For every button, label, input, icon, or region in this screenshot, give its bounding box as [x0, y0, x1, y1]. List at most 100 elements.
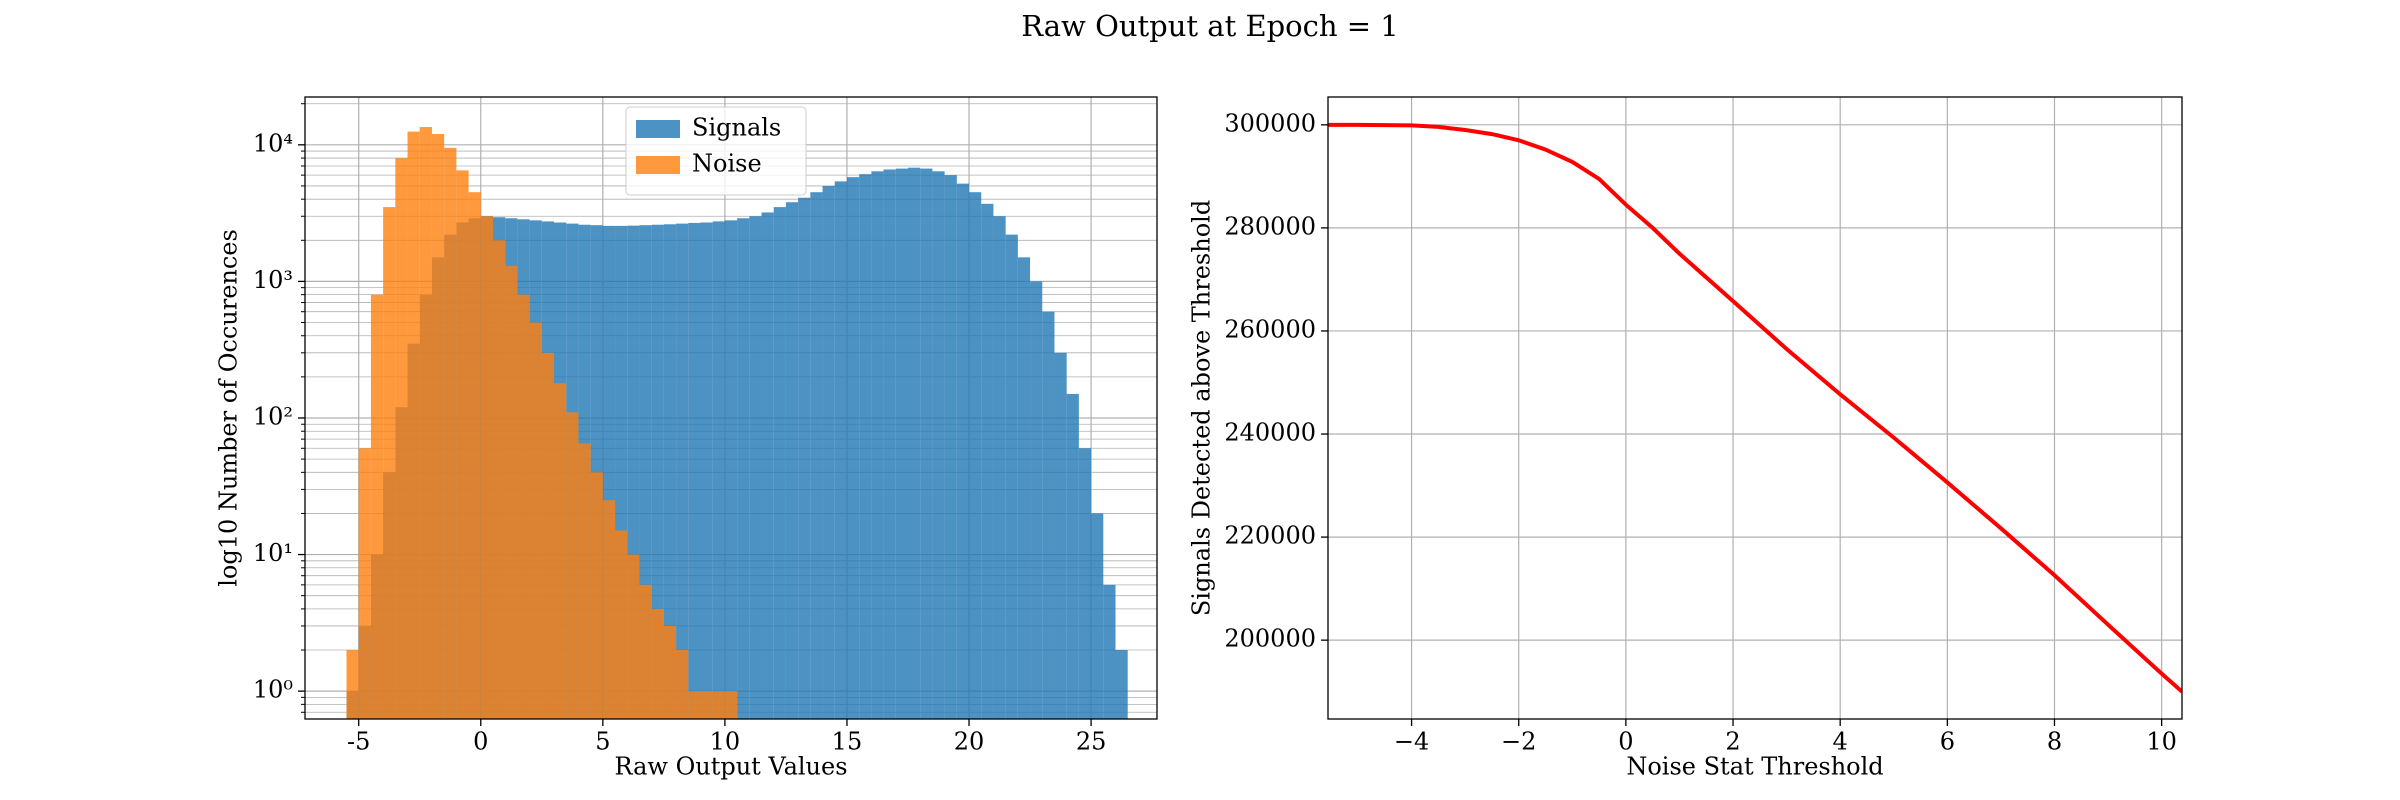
x-axis-label: Noise Stat Threshold: [1626, 753, 1883, 781]
histogram-bar: [712, 221, 725, 719]
x-tick-label: 2: [1725, 728, 1740, 756]
y-tick-label: 10²: [253, 402, 293, 430]
figure-title: Raw Output at Epoch = 1: [1021, 9, 1399, 43]
histogram-bar: [761, 212, 774, 719]
histogram-bar: [1115, 650, 1128, 719]
histogram-bar: [346, 650, 359, 719]
x-axis-label: Raw Output Values: [614, 753, 847, 781]
histogram-bar: [383, 207, 396, 719]
histogram-bar: [602, 500, 616, 719]
histogram-bar: [541, 352, 555, 719]
axes-frame: [1327, 96, 2183, 720]
legend-swatch: [636, 156, 680, 174]
histogram-bar: [737, 218, 750, 719]
histogram-bar: [688, 222, 701, 719]
axes-frame: [304, 96, 1158, 720]
histogram-bar: [1066, 393, 1079, 719]
histogram-bar: [956, 183, 970, 719]
x-tick-label: 15: [832, 728, 863, 756]
histogram-bar: [639, 584, 652, 719]
histogram-bar: [444, 147, 457, 719]
plot-area: [1328, 97, 2182, 719]
histogram-bar: [1078, 448, 1092, 719]
histogram-bar: [517, 294, 530, 719]
histogram-bar: [712, 691, 725, 719]
x-tick-label: 5: [595, 728, 610, 756]
histogram-bar: [700, 222, 713, 719]
histogram-bar: [724, 220, 738, 719]
histogram-bar: [651, 224, 664, 719]
x-tick-label: −4: [1394, 728, 1429, 756]
histogram-bar: [529, 322, 542, 719]
x-tick-label: 25: [1076, 728, 1107, 756]
histogram-bar: [1030, 281, 1043, 719]
y-tick-label: 240000: [1224, 419, 1316, 447]
legend-swatch: [636, 120, 680, 138]
histogram-bar: [688, 691, 701, 719]
legend-label: Noise: [692, 150, 762, 178]
plot-area: [305, 97, 1157, 719]
y-tick-label: 10¹: [253, 539, 293, 567]
histogram-bar: [969, 192, 982, 719]
histogram-bar: [627, 554, 640, 719]
histogram-bar: [859, 174, 872, 719]
histogram-bar: [358, 448, 371, 719]
histogram-bar: [883, 169, 896, 719]
histogram-bar: [663, 625, 677, 719]
histogram-bar: [773, 207, 786, 719]
histogram-bar: [993, 216, 1006, 719]
y-axis-label: log10 Number of Occurences: [215, 229, 243, 587]
y-tick-label: 280000: [1224, 212, 1316, 240]
histogram-bar: [480, 216, 493, 719]
y-axis-label: Signals Detected above Threshold: [1188, 200, 1216, 616]
y-tick-label: 10⁰: [253, 676, 293, 704]
histogram-bar: [431, 134, 445, 719]
histogram-bar: [395, 158, 408, 719]
x-tick-label: -5: [347, 728, 370, 756]
histogram-bar: [846, 177, 860, 719]
histogram-bar: [468, 192, 481, 719]
histogram-bar: [785, 202, 799, 719]
x-tick-label: −2: [1501, 728, 1536, 756]
histogram-bar: [1005, 234, 1018, 719]
histogram-bar: [981, 203, 994, 719]
x-tick-label: 4: [1833, 728, 1848, 756]
histogram-bar: [798, 197, 811, 719]
histogram-bar: [1042, 311, 1055, 719]
y-tick-label: 10⁴: [253, 129, 293, 157]
x-tick-label: 20: [954, 728, 985, 756]
line: [1328, 122, 2182, 694]
histogram-bar: [895, 168, 908, 719]
histogram-bar: [1091, 513, 1104, 719]
histogram-bar: [370, 294, 384, 719]
histogram-bar: [456, 170, 469, 719]
histogram-bar: [822, 185, 835, 719]
y-tick-label: 300000: [1224, 109, 1316, 137]
histogram-bar: [578, 443, 591, 719]
histogram-bar: [676, 650, 689, 719]
x-tick-label: 0: [473, 728, 488, 756]
histogram-bar: [810, 192, 823, 719]
y-tick-label: 260000: [1224, 315, 1316, 343]
histogram-bar: [907, 167, 921, 719]
histogram-bar: [1017, 257, 1031, 719]
x-tick-label: 8: [2047, 728, 2062, 756]
histogram-bar: [615, 530, 628, 719]
histogram-bar: [663, 224, 677, 719]
histogram-bar: [749, 216, 762, 719]
histogram-bar: [590, 472, 603, 719]
histogram-bar: [700, 691, 713, 719]
y-tick-label: 220000: [1224, 522, 1316, 550]
legend-label: Signals: [692, 114, 781, 142]
histogram-bar: [834, 181, 847, 719]
histogram-bar: [1103, 584, 1116, 719]
y-tick-label: 10³: [253, 266, 293, 294]
x-tick-label: 6: [1940, 728, 1955, 756]
histogram-bar: [492, 240, 506, 719]
histogram-bar: [651, 608, 664, 719]
histogram-bar: [932, 171, 945, 719]
histogram-bar: [419, 127, 432, 719]
histogram-bar: [676, 223, 689, 719]
y-tick-label: 200000: [1224, 625, 1316, 653]
